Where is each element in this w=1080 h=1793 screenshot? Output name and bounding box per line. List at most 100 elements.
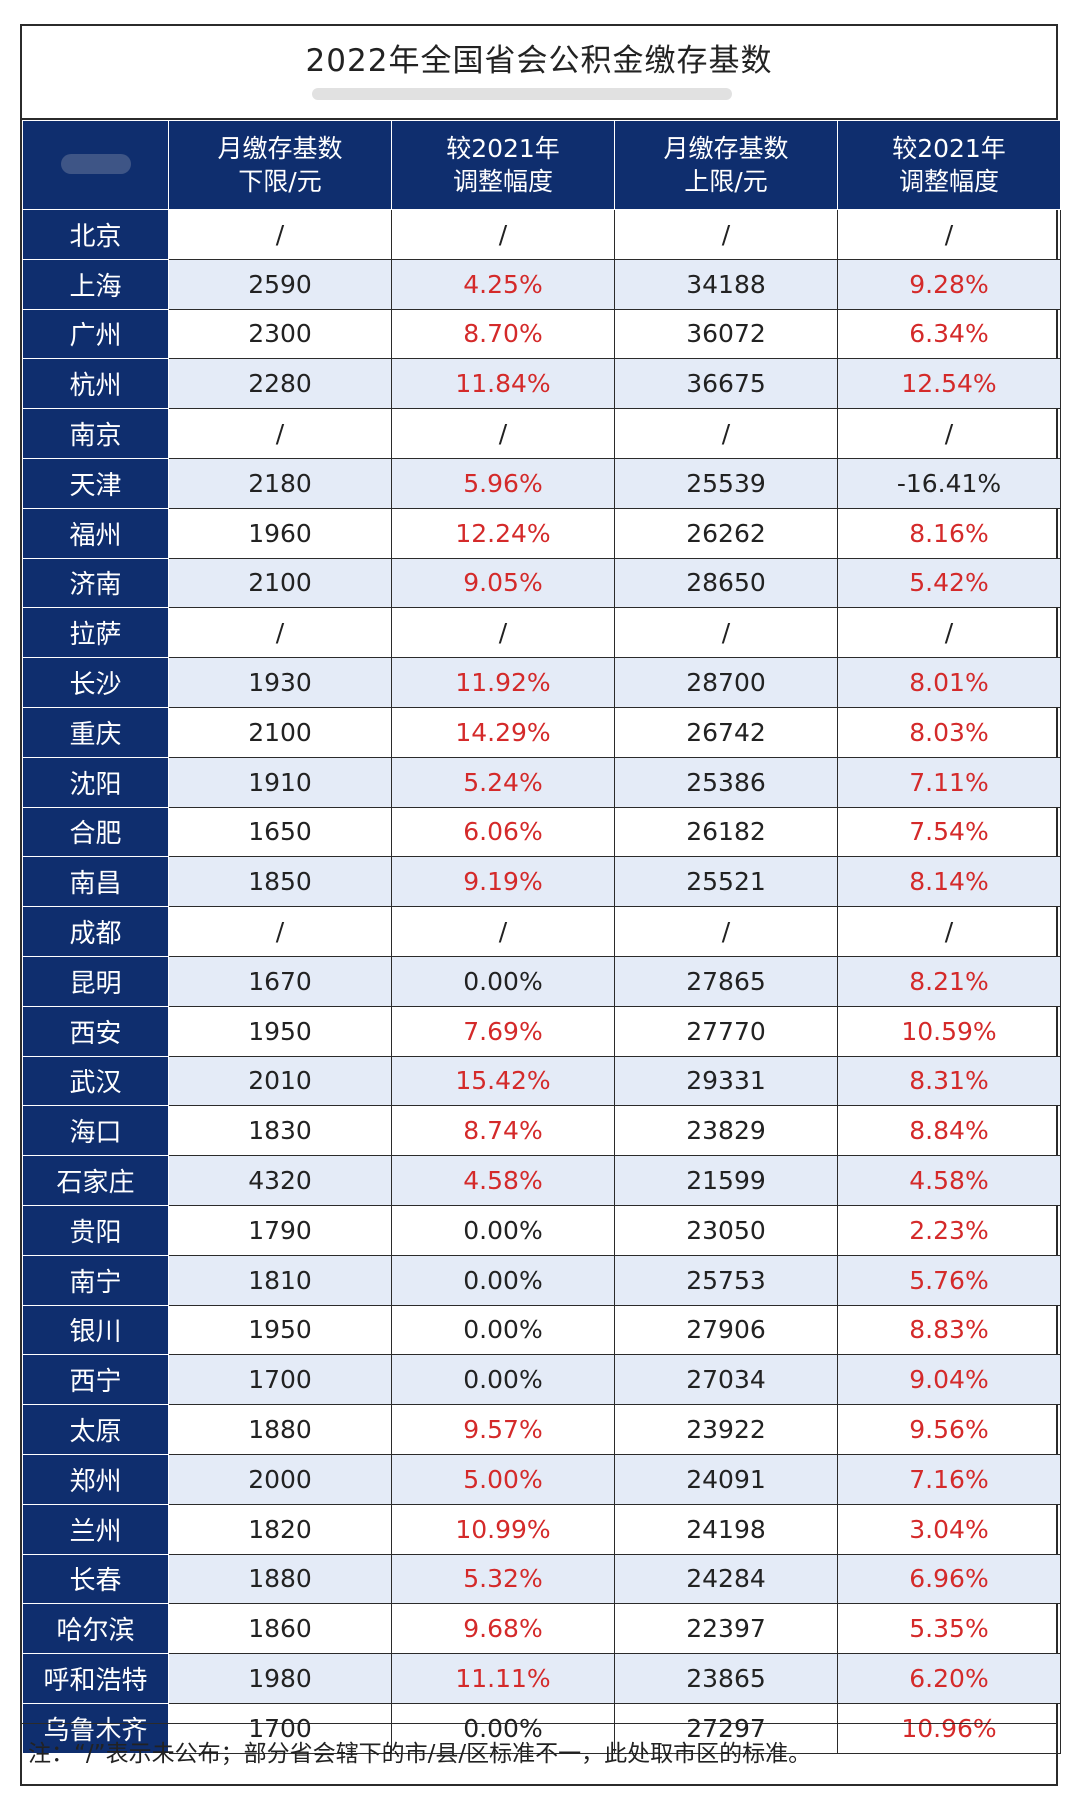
lower-limit-cell: 1650 (168, 806, 392, 858)
city-cell: 郑州 (22, 1453, 169, 1505)
table-body: 北京 / / / / 上海 2590 4.25% 34188 9.28% 广州 2300 8.70% 36… (22, 209, 1061, 1754)
lower-change-cell: 9.57% (391, 1404, 615, 1455)
city-cell: 昆明 (22, 955, 169, 1007)
lower-change-cell: 7.69% (391, 1005, 615, 1057)
lower-change-cell: 14.29% (391, 706, 615, 758)
header-row: 月缴存基数 下限/元 较2021年 调整幅度 月缴存基数 上限/元 较2021年 调整幅… (22, 120, 1061, 210)
city-cell: 济南 (22, 557, 169, 609)
lower-change-cell: 4.58% (391, 1155, 615, 1206)
city-cell: 长沙 (22, 657, 169, 708)
upper-limit-cell: / (614, 209, 838, 260)
table-row: 呼和浩特 1980 11.11% 23865 6.20% (22, 1653, 1061, 1704)
upper-limit-cell: 28700 (614, 657, 838, 708)
city-cell: 长春 (22, 1553, 169, 1605)
table-row: 南京 / / / / (22, 408, 1061, 459)
lower-change-cell: / (391, 408, 615, 459)
city-cell: 重庆 (22, 706, 169, 758)
lower-change-cell: 15.42% (391, 1055, 615, 1107)
city-cell: 海口 (22, 1105, 169, 1157)
table-row: 天津 2180 5.96% 25539 -16.41% (22, 457, 1061, 509)
table-row: 西安 1950 7.69% 27770 10.59% (22, 1005, 1061, 1057)
lower-change-cell: 0.00% (391, 1354, 615, 1406)
city-cell: 杭州 (22, 358, 169, 410)
lower-limit-cell: / (168, 607, 392, 659)
lower-limit-cell: 1830 (168, 1105, 392, 1157)
upper-change-cell: 10.96% (837, 1702, 1061, 1754)
upper-limit-cell: 27865 (614, 955, 838, 1007)
lower-change-cell: / (391, 607, 615, 659)
table-row: 南宁 1810 0.00% 25753 5.76% (22, 1254, 1061, 1306)
table-row: 重庆 2100 14.29% 26742 8.03% (22, 706, 1061, 758)
lower-limit-cell: 1980 (168, 1653, 392, 1704)
table-row: 哈尔滨 1860 9.68% 22397 5.35% (22, 1603, 1061, 1655)
city-cell: 南宁 (22, 1254, 169, 1306)
upper-change-cell: 8.21% (837, 955, 1061, 1007)
footnote: 注：“/”表示未公布；部分省会辖下的市/县/区标准不一，此处取市区的标准。 (22, 1723, 1056, 1784)
upper-limit-cell: 28650 (614, 557, 838, 609)
upper-limit-cell: 25521 (614, 856, 838, 908)
upper-limit-cell: 25539 (614, 457, 838, 509)
table-row: 武汉 2010 15.42% 29331 8.31% (22, 1055, 1061, 1107)
lower-limit-cell: 2100 (168, 706, 392, 758)
housing-fund-base-table: 月缴存基数 下限/元 较2021年 调整幅度 月缴存基数 上限/元 较2021年 调整幅… (22, 120, 1061, 1754)
upper-limit-cell: 36675 (614, 358, 838, 410)
lower-change-cell: 8.70% (391, 308, 615, 360)
table-title: 2022年全国省会公积金缴存基数 (305, 43, 773, 79)
housing-fund-table-sheet: 2022年全国省会公积金缴存基数 月缴存基数 下限/元 较2021年 调整幅度 月缴… (20, 24, 1061, 1786)
table-row: 南昌 1850 9.19% 25521 8.14% (22, 856, 1061, 908)
redacted-watermark (312, 88, 732, 100)
lower-change-cell: 9.19% (391, 856, 615, 908)
upper-limit-cell: / (614, 906, 838, 957)
header-lower-limit: 月缴存基数 下限/元 (168, 120, 392, 210)
lower-limit-cell: / (168, 906, 392, 957)
city-cell: 石家庄 (22, 1155, 169, 1206)
table-row: 上海 2590 4.25% 34188 9.28% (22, 258, 1061, 310)
upper-change-cell: 9.56% (837, 1404, 1061, 1455)
table-row: 兰州 1820 10.99% 24198 3.04% (22, 1503, 1061, 1555)
table-row: 北京 / / / / (22, 209, 1061, 260)
lower-limit-cell: 4320 (168, 1155, 392, 1206)
lower-change-cell: 12.24% (391, 507, 615, 559)
lower-limit-cell: 1820 (168, 1503, 392, 1555)
lower-change-cell: 6.06% (391, 806, 615, 858)
upper-limit-cell: 34188 (614, 258, 838, 310)
lower-limit-cell: 2280 (168, 358, 392, 410)
upper-change-cell: 7.54% (837, 806, 1061, 858)
table-row: 福州 1960 12.24% 26262 8.16% (22, 507, 1061, 559)
lower-limit-cell: 1670 (168, 955, 392, 1007)
city-cell: 天津 (22, 457, 169, 509)
table-row: 石家庄 4320 4.58% 21599 4.58% (22, 1155, 1061, 1206)
city-cell: 武汉 (22, 1055, 169, 1107)
lower-limit-cell: 2010 (168, 1055, 392, 1107)
city-cell: 福州 (22, 507, 169, 559)
city-cell: 北京 (22, 209, 169, 260)
table-row: 昆明 1670 0.00% 27865 8.21% (22, 955, 1061, 1007)
table-row: 长春 1880 5.32% 24284 6.96% (22, 1553, 1061, 1605)
lower-limit-cell: 1700 (168, 1702, 392, 1754)
lower-limit-cell: 1950 (168, 1304, 392, 1356)
lower-change-cell: / (391, 209, 615, 260)
blurred-corner-label (60, 153, 131, 174)
lower-change-cell: 0.00% (391, 1254, 615, 1306)
lower-change-cell: 9.68% (391, 1603, 615, 1655)
lower-limit-cell: 2100 (168, 557, 392, 609)
header-city-corner (22, 120, 169, 210)
upper-change-cell: 8.31% (837, 1055, 1061, 1107)
upper-limit-cell: 23865 (614, 1653, 838, 1704)
upper-change-cell: 5.42% (837, 557, 1061, 609)
upper-change-cell: 6.20% (837, 1653, 1061, 1704)
table-row: 银川 1950 0.00% 27906 8.83% (22, 1304, 1061, 1356)
upper-limit-cell: 25386 (614, 756, 838, 808)
table-row: 拉萨 / / / / (22, 607, 1061, 659)
city-cell: 贵阳 (22, 1204, 169, 1256)
upper-change-cell: 4.58% (837, 1155, 1061, 1206)
upper-change-cell: 3.04% (837, 1503, 1061, 1555)
upper-change-cell: 8.03% (837, 706, 1061, 758)
lower-change-cell: 0.00% (391, 955, 615, 1007)
lower-change-cell: 5.00% (391, 1453, 615, 1505)
lower-limit-cell: 2180 (168, 457, 392, 509)
table-row: 杭州 2280 11.84% 36675 12.54% (22, 358, 1061, 410)
city-cell: 广州 (22, 308, 169, 360)
upper-change-cell: 10.59% (837, 1005, 1061, 1057)
upper-limit-cell: 26182 (614, 806, 838, 858)
